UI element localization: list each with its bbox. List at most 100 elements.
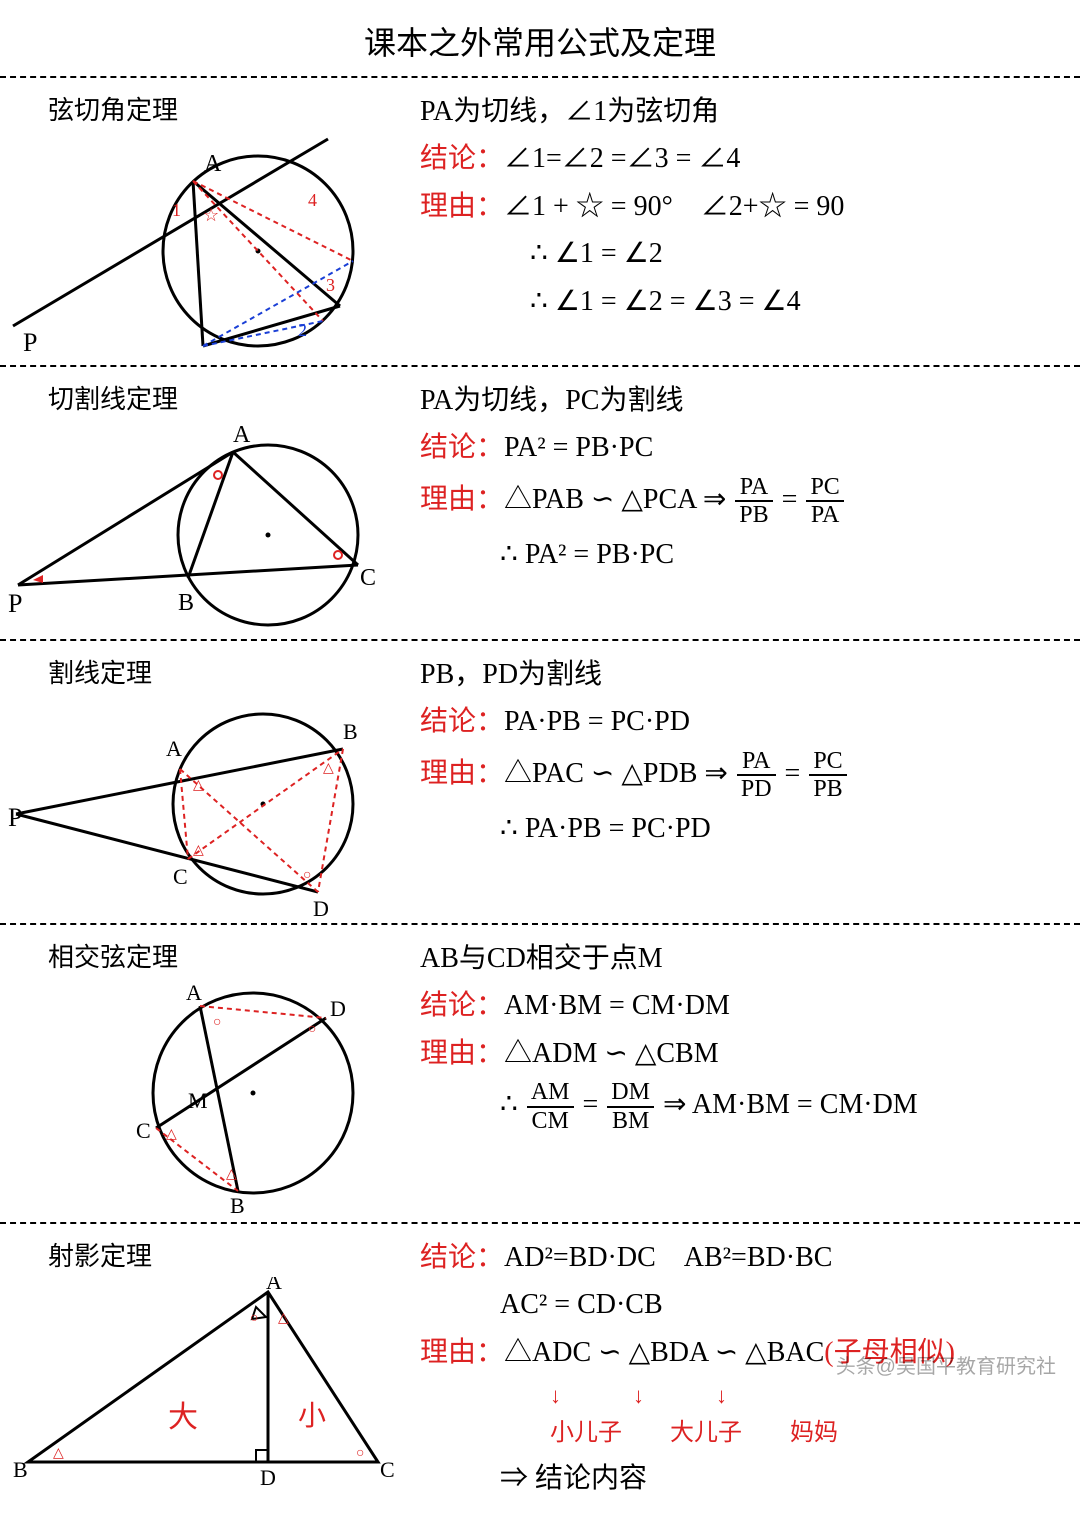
conclusion-text: AD²=BD·DC AB²=BD·BC [504,1242,832,1273]
watermark: 头条@吴国平教育研究社 [836,1350,1056,1379]
annot: 小儿子 [550,1420,622,1446]
conclusion-text: AC² = CD·CB [420,1283,1064,1326]
given-text: PB，PD为割线 [420,653,1064,696]
svg-text:C: C [173,864,188,889]
section-intersecting-chords: 相交弦定理 A D C B M ○ ○ △ △ AB与CD相交于点M 结论：AM… [0,925,1080,1222]
svg-text:A: A [266,1277,282,1294]
svg-text:M: M [188,1088,208,1113]
diagram-tangent-secant: P A B C [8,420,408,635]
given-text: PA为切线，∠1为弦切角 [420,90,1064,133]
svg-text:△: △ [193,843,204,858]
svg-text:A: A [186,980,202,1005]
frac-num: PA [737,748,776,776]
svg-text:2: 2 [298,320,307,340]
svg-text:B: B [230,1193,245,1218]
svg-text:△: △ [53,1446,64,1461]
svg-text:D: D [260,1465,276,1487]
reason-line: ∴ ∠1 = ∠2 = ∠3 = ∠4 [420,280,1064,323]
section-tangent-secant: 切割线定理 P A B C PA为切线，PC为割线 结论：PA² = PB·PC… [0,367,1080,639]
reason-label: 理由： [420,1038,504,1069]
svg-text:○: ○ [356,1446,364,1461]
conclusion-label: 结论： [420,990,504,1021]
reason-text: △ADC ∽ △BDA ∽ △BAC [504,1337,824,1368]
svg-text:○: ○ [308,1022,316,1037]
svg-text:○: ○ [250,1311,258,1326]
diagram-tangent-chord: P A 1 ☆ 4 3 2 [8,131,408,361]
conclusion-label: 结论： [420,143,504,174]
frac-den: CM [527,1108,574,1134]
svg-text:B: B [13,1457,28,1482]
reason-line: ∴ ∠1 = ∠2 [420,232,1064,275]
svg-text:△: △ [193,778,204,793]
svg-text:△: △ [226,1167,237,1182]
diagram-projection: A B C D 大 小 ○ △ △ ○ [8,1277,408,1487]
svg-text:大: 大 [168,1401,198,1434]
theorem-name: 割线定理 [8,645,408,694]
svg-text:P: P [8,589,22,618]
annot: 大儿子 [670,1420,742,1446]
frac-num: DM [607,1079,654,1107]
diagram-intersecting-chords: A D C B M ○ ○ △ △ [8,978,408,1218]
frac-num: AM [527,1079,574,1107]
conclusion-text: AM·BM = CM·DM [504,990,730,1021]
given-text: PA为切线，PC为割线 [420,379,1064,422]
theorem-name: 切割线定理 [8,371,408,420]
svg-text:P: P [8,803,22,832]
theorem-name: 射影定理 [8,1228,408,1277]
svg-text:C: C [360,565,376,591]
conclusion-text: PA·PB = PC·PD [504,706,690,737]
svg-text:△: △ [166,1127,177,1142]
frac-den: PB [735,502,772,528]
diagram-two-secants: P A B C D △ △ △ ○ [8,694,408,919]
theorem-name: 相交弦定理 [8,929,408,978]
svg-text:△: △ [278,1311,289,1326]
conclusion-label: 结论： [420,1242,504,1273]
conclusion-label: 结论： [420,432,504,463]
reason-tail: ⇒ 结论内容 [420,1457,1064,1500]
reason-tail: ∴ PA² = PB·PC [420,533,1064,576]
reason-label: 理由： [420,484,504,515]
reason-label: 理由： [420,191,504,222]
conclusion-text: PA² = PB·PC [504,432,653,463]
svg-text:A: A [204,151,222,177]
page-title: 课本之外常用公式及定理 [0,0,1080,76]
frac-den: BM [607,1108,654,1134]
frac-den: PA [806,502,843,528]
reason-label: 理由： [420,1337,504,1368]
section-tangent-chord-angle: 弦切角定理 P A 1 ☆ 4 3 2 PA为切线，∠1为弦切角 结论：∠1=∠… [0,78,1080,365]
reason-text: △PAC ∽ △PDB ⇒ [504,758,735,789]
reason-tail: ∴ PA·PB = PC·PD [420,807,1064,850]
frac-num: PA [735,474,772,502]
svg-text:B: B [343,719,358,744]
svg-text:C: C [136,1118,151,1143]
reason-text: △PAB ∽ △PCA ⇒ [504,484,733,515]
svg-text:3: 3 [326,275,335,295]
frac-num: PC [809,748,846,776]
svg-text:1: 1 [172,200,181,220]
frac-num: PC [806,474,843,502]
svg-text:△: △ [323,761,334,776]
svg-text:○: ○ [303,868,311,883]
svg-text:P: P [23,328,37,357]
svg-text:A: A [233,422,251,448]
reason-tail: ⇒ AM·BM = CM·DM [663,1089,918,1120]
svg-text:A: A [166,736,182,761]
given-text: AB与CD相交于点M [420,937,1064,980]
reason-line: ∠1 + ☆ = 90° ∠2+☆ = 90 [504,191,844,222]
svg-text:☆: ☆ [203,205,219,225]
svg-text:D: D [313,896,329,919]
svg-text:B: B [178,590,194,616]
reason-label: 理由： [420,758,504,789]
section-two-secants: 割线定理 P A B C D △ △ △ ○ PB，PD为割线 结论：PA·PB… [0,641,1080,923]
svg-text:小: 小 [298,1401,326,1432]
svg-text:D: D [330,996,346,1021]
svg-text:○: ○ [213,1015,221,1030]
annot: 妈妈 [790,1420,838,1446]
svg-text:4: 4 [308,190,317,210]
frac-den: PD [737,776,776,802]
conclusion-label: 结论： [420,706,504,737]
reason-text: △ADM ∽ △CBM [504,1038,719,1069]
theorem-name: 弦切角定理 [8,82,408,131]
conclusion-text: ∠1=∠2 =∠3 = ∠4 [504,143,740,174]
frac-den: PB [809,776,846,802]
